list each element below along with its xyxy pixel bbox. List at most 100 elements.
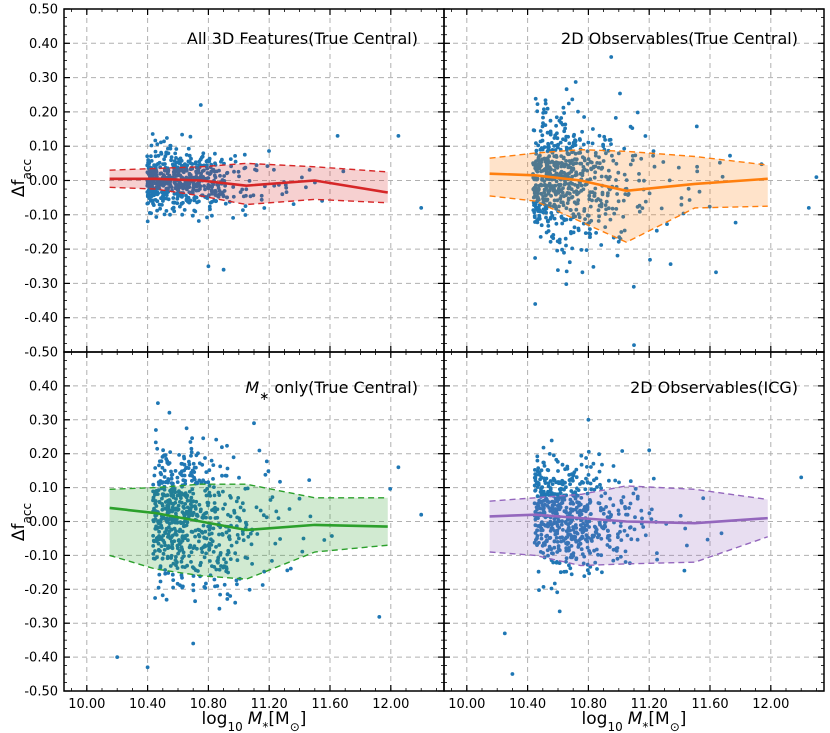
scatter-point (237, 536, 241, 541)
scatter-point (203, 488, 208, 493)
scatter-point (586, 536, 591, 540)
scatter-point (157, 519, 161, 524)
scatter-point (564, 569, 569, 574)
scatter-point (204, 470, 209, 474)
scatter-point (714, 270, 718, 275)
scatter-point (582, 505, 587, 509)
scatter-point (184, 426, 189, 431)
scatter-point (153, 596, 158, 600)
scatter-point (210, 200, 214, 204)
scatter-point (581, 142, 586, 147)
scatter-point (577, 503, 581, 508)
y-tick-label: -0.20 (24, 243, 58, 258)
y-tick-label: -0.10 (24, 208, 58, 223)
scatter-point (551, 510, 555, 515)
scatter-point (199, 560, 203, 565)
scatter-point (218, 553, 223, 557)
scatter-point (605, 543, 610, 547)
scatter-point (587, 549, 591, 553)
scatter-point (174, 555, 178, 559)
scatter-point (204, 551, 209, 556)
scatter-point (554, 509, 559, 514)
scatter-point (270, 559, 274, 563)
scatter-point (551, 233, 556, 237)
scatter-point (534, 538, 538, 542)
scatter-point (202, 184, 207, 188)
scatter-point (563, 509, 568, 513)
scatter-point (585, 465, 589, 469)
scatter-point (543, 98, 548, 103)
scatter-point (536, 156, 541, 160)
scatter-point (163, 571, 168, 576)
scatter-point (178, 185, 183, 189)
scatter-point (195, 514, 200, 518)
scatter-point (214, 567, 219, 572)
scatter-point (199, 507, 203, 512)
scatter-point (322, 538, 327, 542)
scatter-point (166, 554, 170, 559)
scatter-point (579, 512, 584, 517)
x-tick-label: 11.20 (631, 697, 668, 712)
scatter-point (249, 542, 254, 547)
scatter-point (284, 190, 289, 195)
scatter-point (204, 510, 209, 515)
scatter-point (212, 501, 217, 505)
scatter-point (221, 506, 226, 511)
scatter-point (570, 97, 575, 102)
scatter-point (208, 207, 212, 212)
scatter-point (276, 516, 281, 520)
scatter-point (177, 453, 182, 457)
scatter-point (225, 592, 230, 597)
x-tick-label: 10.40 (509, 697, 546, 712)
scatter-point (168, 182, 173, 187)
scatter-point (557, 561, 562, 565)
scatter-point (539, 191, 543, 196)
scatter-point (198, 157, 203, 162)
scatter-point (551, 453, 556, 458)
scatter-point (307, 478, 312, 482)
scatter-point (555, 540, 560, 544)
scatter-point (546, 553, 550, 558)
scatter-point (567, 185, 571, 190)
y-tick-label: -0.30 (24, 277, 58, 292)
scatter-point (605, 193, 610, 198)
scatter-point (596, 501, 601, 505)
scatter-point (235, 533, 240, 537)
scatter-point (549, 194, 553, 198)
x-tick-label: 11.20 (251, 697, 288, 712)
scatter-point (557, 609, 562, 614)
scatter-point (241, 532, 245, 536)
ticks (444, 351, 824, 692)
scatter-point (242, 508, 246, 513)
scatter-point (546, 229, 551, 233)
scatter-point (145, 170, 150, 175)
scatter-point (625, 533, 630, 538)
scatter-point (278, 537, 282, 541)
scatter-point (655, 557, 659, 562)
scatter-point (576, 212, 581, 217)
scatter-point (600, 570, 604, 575)
scatter-point (220, 157, 224, 162)
scatter-point (243, 486, 248, 491)
scatter-point (545, 218, 550, 223)
scatter-point (155, 142, 160, 147)
scatter-point (569, 544, 574, 548)
scatter-point (603, 491, 608, 496)
scatter-point (585, 505, 590, 510)
lower-band-line (489, 536, 768, 567)
scatter-point (243, 213, 248, 217)
scatter-point (175, 546, 180, 551)
scatter-point (584, 519, 588, 524)
scatter-point (563, 173, 568, 177)
scatter-point (224, 569, 229, 574)
scatter-point (191, 510, 196, 515)
scatter-point (591, 265, 596, 269)
scatter-point (169, 539, 174, 544)
scatter-point (588, 204, 593, 209)
scatter-point (579, 248, 584, 252)
scatter-point (164, 457, 169, 461)
scatter-point (568, 217, 573, 222)
scatter-point (204, 159, 209, 164)
scatter-point (554, 179, 559, 184)
scatter-point (546, 224, 551, 228)
